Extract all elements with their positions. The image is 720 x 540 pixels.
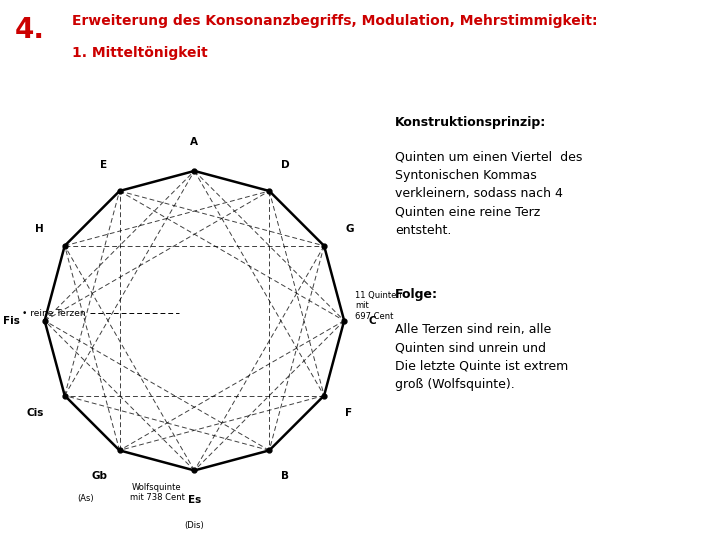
Text: Fis: Fis xyxy=(4,316,20,326)
Text: D: D xyxy=(282,160,290,170)
Text: (As): (As) xyxy=(78,494,94,503)
Text: Erweiterung des Konsonanzbegriffs, Modulation, Mehrstimmigkeit:: Erweiterung des Konsonanzbegriffs, Modul… xyxy=(72,14,598,28)
Text: E: E xyxy=(100,160,107,170)
Text: 4.: 4. xyxy=(14,16,45,44)
Text: F: F xyxy=(345,408,352,418)
Text: B: B xyxy=(282,471,289,482)
Text: H: H xyxy=(35,224,44,234)
Text: 1. Mitteltönigkeit: 1. Mitteltönigkeit xyxy=(72,46,208,60)
Text: Folge:: Folge: xyxy=(395,288,438,301)
Text: Konstruktionsprinzip:: Konstruktionsprinzip: xyxy=(395,116,546,129)
Text: Quinten um einen Viertel  des
Syntonischen Kommas
verkleinern, sodass nach 4
Qui: Quinten um einen Viertel des Syntonische… xyxy=(395,150,582,237)
Text: C: C xyxy=(369,316,376,326)
Text: • reine Terzen: • reine Terzen xyxy=(22,309,86,318)
Text: Alle Terzen sind rein, alle
Quinten sind unrein und
Die letzte Quinte ist extrem: Alle Terzen sind rein, alle Quinten sind… xyxy=(395,323,569,391)
Text: Es: Es xyxy=(188,495,201,505)
Text: Gb: Gb xyxy=(91,471,107,482)
Text: A: A xyxy=(190,137,199,146)
Text: 11 Quinten
mit
697 Cent: 11 Quinten mit 697 Cent xyxy=(356,291,402,321)
Text: G: G xyxy=(345,224,354,234)
Text: (Dis): (Dis) xyxy=(184,521,204,530)
Text: Wolfsquinte
mit 738 Cent: Wolfsquinte mit 738 Cent xyxy=(130,483,184,502)
Text: Cis: Cis xyxy=(26,408,44,418)
